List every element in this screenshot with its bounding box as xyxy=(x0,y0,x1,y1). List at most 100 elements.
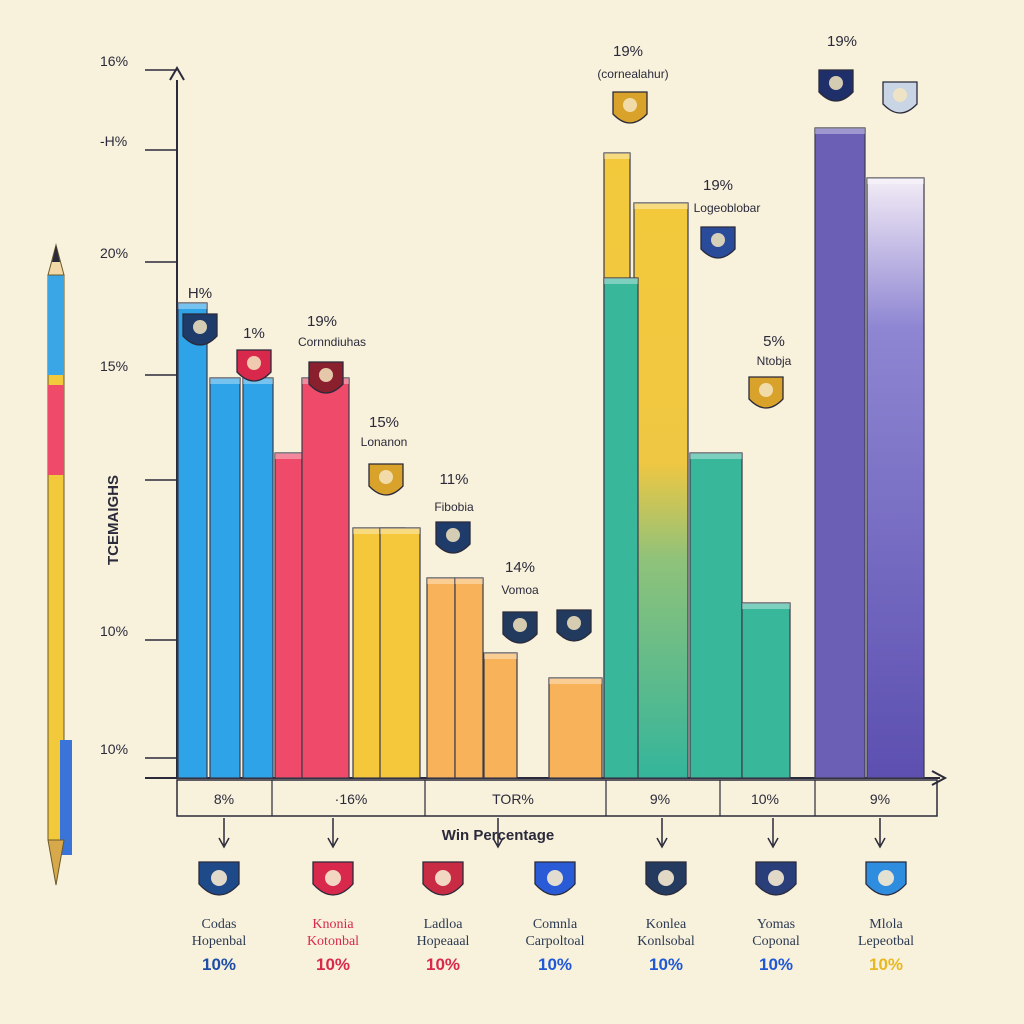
pointer-arrowhead-icon xyxy=(874,837,886,849)
bar-annotation: 19% xyxy=(827,33,857,50)
nd-shield-icon xyxy=(865,861,907,896)
sun-emblem-icon xyxy=(534,861,576,896)
bar xyxy=(603,277,639,779)
legend-team-pct: 10% xyxy=(649,955,683,974)
x-group-label: 9% xyxy=(870,791,890,807)
legend-team-name: Ladloa xyxy=(424,917,464,932)
bar-annotation: Lonanon xyxy=(361,435,408,449)
legend-item: Comnla Carpoltoal 10% xyxy=(525,861,585,974)
x-group-label: 9% xyxy=(650,791,670,807)
bar-annotation: 5% xyxy=(763,333,785,350)
y-tick-label: -H% xyxy=(100,133,127,149)
y-tick-label: 10% xyxy=(100,623,128,639)
bar-highlight xyxy=(634,203,688,209)
bar-annotation: Vomoa xyxy=(501,583,539,597)
legend-team-pct: 10% xyxy=(538,955,572,974)
bar-highlight xyxy=(742,603,790,609)
bar-highlight xyxy=(549,678,602,684)
bar xyxy=(866,177,925,779)
legend-team-league: Hopenbal xyxy=(192,934,247,949)
bar-annotation: Cornndiuhas xyxy=(298,335,366,349)
pointer-arrowhead-icon xyxy=(492,837,504,849)
pointer-arrowhead-icon xyxy=(767,837,779,849)
legend-team-league: Konlsobal xyxy=(637,934,695,949)
bar-annotation: Ntobja xyxy=(757,354,792,368)
pointer-arrowhead-icon xyxy=(656,837,668,849)
round-emblem-icon xyxy=(755,861,797,896)
legend-item: Ladloa Hopeaaal 10% xyxy=(417,861,470,974)
legend-team-league: Coponal xyxy=(752,934,800,949)
bar-highlight xyxy=(380,528,420,534)
y-tick-label: 10% xyxy=(100,741,128,757)
bar-highlight xyxy=(178,303,207,309)
bar xyxy=(426,577,456,779)
legend-team-name: Codas xyxy=(202,917,237,932)
bar-highlight xyxy=(604,278,638,284)
pointer-arrowhead-icon xyxy=(327,837,339,849)
y-axis-title: TCEMAIGHS xyxy=(105,475,122,565)
shield-icon xyxy=(198,861,240,896)
x-group-label: 10% xyxy=(751,791,779,807)
bar xyxy=(689,452,743,779)
team-legend: Codas Hopenbal 10% Knonia Kotonbal 10% Ladloa H… xyxy=(192,861,914,974)
bar-highlight xyxy=(353,528,405,534)
bar-annotation: H% xyxy=(188,285,212,302)
y-ticks: 10% 10% 15% 20% -H% 16% xyxy=(100,53,177,759)
legend-item: Codas Hopenbal 10% xyxy=(192,861,247,974)
x-group-label: 8% xyxy=(214,791,234,807)
x-group-label: TOR% xyxy=(492,791,534,807)
team-badge-icon xyxy=(182,313,218,346)
x-axis-title: Win Percentage xyxy=(442,827,554,844)
team-badge-icon xyxy=(818,69,854,102)
legend-team-pct: 10% xyxy=(202,955,236,974)
bar xyxy=(454,577,484,779)
legend-team-name: Knonia xyxy=(312,917,354,932)
bar xyxy=(633,202,689,779)
legend-item: Knonia Kotonbal 10% xyxy=(307,861,359,974)
y-tick-label: 16% xyxy=(100,53,128,69)
bar-annotation: 15% xyxy=(369,414,399,431)
bar xyxy=(177,302,208,779)
x-group-label: ·16% xyxy=(335,791,368,807)
pencil-decoration xyxy=(47,243,72,886)
team-badge-icon xyxy=(882,81,918,114)
legend-item: Konlea Konlsobal 10% xyxy=(637,861,695,974)
pointer-arrowhead-icon xyxy=(218,837,230,849)
legend-team-name: Comnla xyxy=(533,917,578,932)
bar xyxy=(274,452,303,779)
bar-annotation: (cornealahur) xyxy=(597,67,668,81)
bar-highlight xyxy=(210,378,240,384)
bar-annotation: 19% xyxy=(307,313,337,330)
legend-team-pct: 10% xyxy=(316,955,350,974)
team-badge-icon xyxy=(748,376,784,409)
bar-annotation: 19% xyxy=(613,43,643,60)
legend-team-name: Yomas xyxy=(757,917,795,932)
team-badge-icon xyxy=(700,226,736,259)
bar-highlight xyxy=(690,453,742,459)
bar xyxy=(483,652,518,779)
legend-team-league: Kotonbal xyxy=(307,934,359,949)
bar-annotation: Fibobia xyxy=(434,500,474,514)
team-badge-icon xyxy=(556,609,592,642)
bar xyxy=(379,527,421,779)
bar-highlight xyxy=(484,653,517,659)
kangaroo-shield-icon xyxy=(312,861,354,896)
legend-team-name: Konlea xyxy=(646,917,687,932)
team-badge-icon xyxy=(308,361,344,394)
team-badge-icon xyxy=(435,521,471,554)
y-tick-label: 20% xyxy=(100,245,128,261)
bar xyxy=(301,377,350,779)
team-badge-icon xyxy=(236,349,272,382)
bar xyxy=(209,377,241,779)
bar-highlight xyxy=(427,578,455,584)
legend-team-league: Carpoltoal xyxy=(525,934,584,949)
legend-team-league: Lepeotbal xyxy=(858,934,914,949)
bar xyxy=(242,377,274,779)
gear-emblem-icon xyxy=(645,861,687,896)
bars xyxy=(177,69,925,779)
bar-annotation: 19% xyxy=(703,177,733,194)
legend-item: Mlola Lepeotbal 10% xyxy=(858,861,914,974)
legend-team-league: Hopeaaal xyxy=(417,934,470,949)
bar-highlight xyxy=(455,578,483,584)
